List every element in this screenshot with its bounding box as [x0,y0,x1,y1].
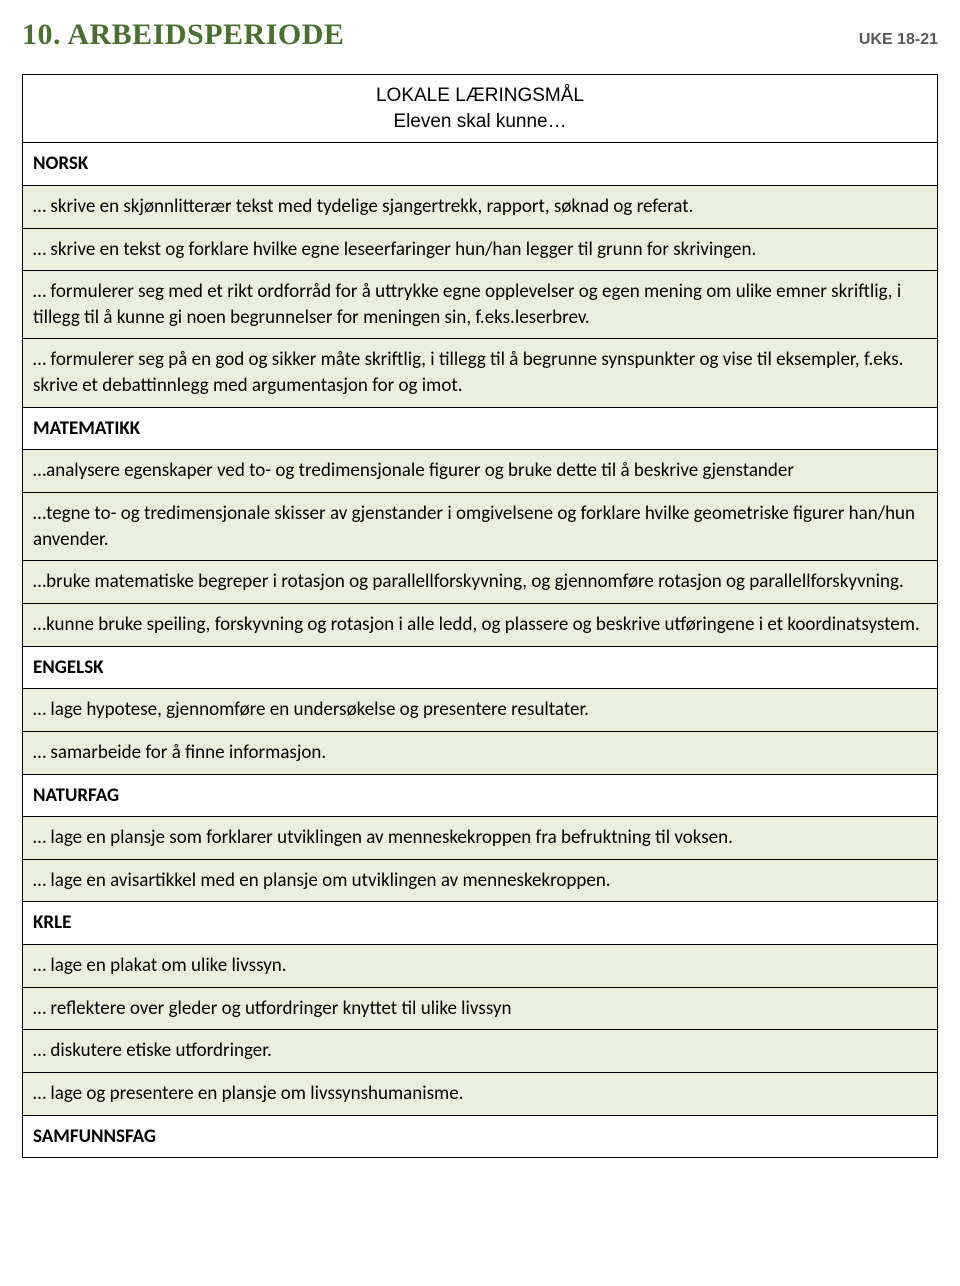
box-header-line2: Eleven skal kunne… [33,109,927,135]
goal-cell: … skrive en tekst og forklare hvilke egn… [23,228,938,271]
goal-cell: … lage og presentere en plansje om livss… [23,1073,938,1116]
page-header: 10. ARBEIDSPERIODE UKE 18-21 [22,18,938,52]
subject-cell: NATURFAG [23,774,938,817]
goal-cell: … diskutere etiske utfordringer. [23,1030,938,1073]
goal-cell: … skrive en skjønnlitterær tekst med tyd… [23,185,938,228]
goal-cell: … lage en plansje som forklarer utviklin… [23,817,938,860]
goal-cell: …tegne to- og tredimensjonale skisser av… [23,493,938,561]
page-title: 10. ARBEIDSPERIODE [22,18,344,52]
goal-cell: … formulerer seg med et rikt ordforråd f… [23,271,938,339]
subject-cell: KRLE [23,902,938,945]
goal-cell: …kunne bruke speiling, forskyvning og ro… [23,603,938,646]
goal-cell: …analysere egenskaper ved to- og tredime… [23,450,938,493]
page-weeks: UKE 18-21 [859,31,938,49]
goal-cell: … lage en plakat om ulike livssyn. [23,945,938,988]
subject-cell: MATEMATIKK [23,407,938,450]
goal-cell: …bruke matematiske begreper i rotasjon o… [23,561,938,604]
goal-cell: … reflektere over gleder og utfordringer… [23,987,938,1030]
goal-cell: … lage hypotese, gjennomføre en undersøk… [23,689,938,732]
goal-cell: … samarbeide for å finne informasjon. [23,731,938,774]
box-header-line1: LOKALE LÆRINGSMÅL [33,83,927,109]
subject-cell: ENGELSK [23,646,938,689]
goal-cell: … lage en avisartikkel med en plansje om… [23,859,938,902]
goals-table: LOKALE LÆRINGSMÅLEleven skal kunne…NORSK… [22,74,938,1158]
goal-cell: … formulerer seg på en god og sikker måt… [23,339,938,407]
subject-cell: NORSK [23,143,938,186]
subject-cell: SAMFUNNSFAG [23,1115,938,1158]
box-header-cell: LOKALE LÆRINGSMÅLEleven skal kunne… [23,75,938,143]
